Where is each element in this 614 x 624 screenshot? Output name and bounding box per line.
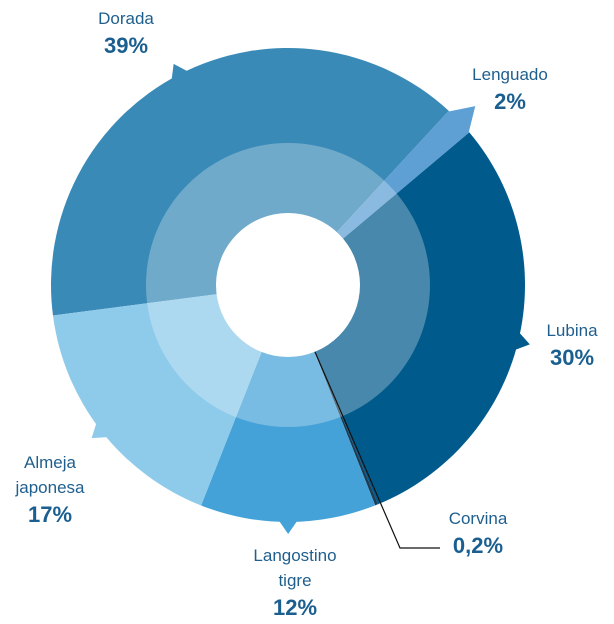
value-label: 30%: [549, 345, 595, 370]
slice: [201, 285, 376, 522]
slice: [288, 132, 525, 505]
value-label: 17%: [27, 502, 73, 527]
category-name: Dorada: [98, 9, 154, 28]
leader-line: [314, 351, 440, 549]
pointer: [514, 332, 530, 351]
pointer: [91, 422, 108, 439]
category-name: Langostino tigre: [253, 546, 337, 590]
slice-label: Corvina 0,2%: [423, 506, 533, 561]
slice-label: Langostino tigre 12%: [245, 543, 345, 623]
value-label: 12%: [272, 595, 318, 620]
slice: [52, 285, 288, 506]
category-name: Lubina: [546, 321, 598, 340]
pointer: [448, 106, 476, 134]
category-name: Corvina: [448, 509, 508, 528]
category-name: Lenguado: [472, 65, 548, 84]
slice-label: Almeja japonesa 17%: [8, 450, 92, 530]
hole: [216, 213, 360, 357]
slice: [51, 47, 449, 316]
value-label: 2%: [494, 89, 526, 114]
value-label: 0,2%: [452, 533, 504, 558]
category-name: Almeja japonesa: [15, 453, 85, 497]
value-label: 39%: [103, 33, 149, 58]
slice-label: Lubina 30%: [517, 318, 614, 373]
slice-label: Lenguado 2%: [455, 62, 565, 117]
pointer: [171, 63, 188, 80]
pointer: [279, 520, 298, 534]
slice-label: Dorada 39%: [71, 6, 181, 61]
